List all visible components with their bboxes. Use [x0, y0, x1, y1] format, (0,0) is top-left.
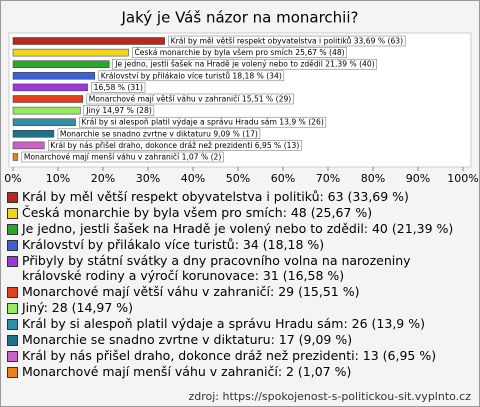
bar-label: Je jedno, jestli šašek na Hradě je volen… [114, 60, 374, 69]
bar-label-group: Je jedno, jestli šašek na Hradě je volen… [112, 58, 377, 70]
bar-label-bg [112, 58, 377, 70]
bar-label-bg [86, 93, 294, 105]
legend-item: Přibyly by státní svátky a dny pracovníh… [7, 253, 473, 283]
bar [12, 141, 45, 150]
x-tick-label: 100% [447, 172, 478, 185]
bar-label-bg [168, 35, 406, 47]
x-tick-label: 10% [46, 172, 70, 185]
bar [12, 60, 110, 68]
legend-swatch [7, 351, 18, 362]
x-tick-label: 20% [91, 172, 115, 185]
legend-swatch [7, 367, 18, 378]
legend-item: Je jedno, jestli šašek na Hradě je volen… [7, 221, 473, 236]
legend-item: Jiný: 28 (14,97 %) [7, 300, 473, 315]
legend-swatch [7, 335, 18, 346]
legend-label: Král by nás přišel draho, dokonce dráž n… [22, 348, 437, 363]
bar [12, 130, 55, 138]
bar-label-group: Česká monarchie by byla všem pro smích 2… [132, 47, 347, 58]
bar-label: 16,58 % (31) [94, 83, 143, 92]
bar [12, 48, 129, 57]
bar [12, 118, 76, 126]
bar-label: Jiný 14,97 % (28) [85, 106, 151, 115]
bar [12, 72, 96, 80]
legend-swatch [7, 256, 18, 267]
bar-label-group: Jiný 14,97 % (28) [83, 105, 155, 116]
x-tick-label: 50% [226, 172, 250, 185]
bar-label-group: Monarchové mají větší váhu v zahraničí 1… [86, 93, 294, 105]
bar-label-group: Král by si alespoň platil výdaje a správ… [79, 116, 327, 128]
legend-label: Je jedno, jestli šašek na Hradě je volen… [22, 221, 454, 236]
bar [12, 106, 81, 115]
legend-item: Král by si alespoň platil výdaje a správ… [7, 316, 473, 331]
x-tick-label: 40% [181, 172, 205, 185]
bar [12, 95, 84, 103]
x-tick-label: 80% [361, 172, 385, 185]
legend-swatch [7, 303, 18, 314]
bar-label-bg [79, 116, 327, 128]
legend-label: Král by si alespoň platil výdaje a správ… [22, 316, 425, 331]
bar-label-group: Monarchové mají menší váhu v zahraničí 1… [21, 151, 224, 163]
bar-label-bg [132, 47, 347, 58]
legend-item: Monarchové mají menší váhu v zahraničí: … [7, 364, 473, 379]
legend-label: Král by měl větší respekt obyvatelstva i… [22, 189, 409, 204]
bar-label-bg [91, 82, 146, 93]
legend-label: Monarchové mají menší váhu v zahraničí: … [22, 364, 352, 379]
legend-label: Jiný: 28 (14,97 %) [22, 300, 134, 315]
x-tick-label: 30% [136, 172, 160, 185]
x-tick-label: 0% [4, 172, 21, 185]
x-tick-label: 70% [316, 172, 340, 185]
bar-label-group: Království by přilákalo více turistů 18,… [98, 70, 285, 82]
legend-item: Království by přilákalo více turistů: 34… [7, 237, 473, 252]
legend-label: Monarchové mají větší váhu v zahraničí: … [22, 284, 360, 299]
bar-label-group: Král by měl větší respekt obyvatelstva i… [168, 35, 406, 47]
legend-item: Česká monarchie by byla všem pro smích: … [7, 205, 473, 220]
chart: Jaký je Váš názor na monarchii? 0% 10% 20%… [4, 9, 478, 186]
legend-swatch [7, 224, 18, 235]
bar [12, 83, 88, 92]
x-tick-label: 60% [271, 172, 295, 185]
legend-swatch [7, 208, 18, 219]
bar-label-bg [48, 140, 302, 151]
legend-swatch [7, 192, 18, 203]
bar-label: Král by si alespoň platil výdaje a správ… [82, 118, 324, 127]
bar-label: Král by nás přišel draho, dokonce dráž n… [50, 141, 299, 150]
bar-label: Monarchie se snadno zvrtne v diktaturu 9… [60, 129, 258, 138]
bar-label: Česká monarchie by byla všem pro smích 2… [135, 48, 345, 57]
legend-label: Monarchie se snadno zvrtne v diktaturu: … [22, 332, 353, 347]
legend-item: Monarchie se snadno zvrtne v diktaturu: … [7, 332, 473, 347]
bar-label: Monarchové mají větší váhu v zahraničí 1… [89, 95, 291, 104]
bar-label: Král by měl větší respekt obyvatelstva i… [171, 37, 404, 46]
bar-label: Monarchové mají menší váhu v zahraničí 1… [24, 153, 222, 162]
bar [12, 37, 165, 45]
legend-label: Přibyly by státní svátky a dny pracovníh… [22, 253, 411, 283]
legend-item: Král by měl větší respekt obyvatelstva i… [7, 189, 473, 204]
bar [12, 153, 19, 161]
bar-label-group: Monarchie se snadno zvrtne v diktaturu 9… [57, 128, 261, 140]
bar-label-bg [98, 70, 285, 82]
legend: Král by měl větší respekt obyvatelstva i… [7, 189, 473, 380]
legend-swatch [7, 319, 18, 330]
legend-label: Česká monarchie by byla všem pro smích: … [22, 205, 373, 220]
bar-label-bg [83, 105, 155, 116]
bar-label-bg [21, 151, 224, 163]
legend-swatch [7, 287, 18, 298]
source: zdroj: https://spokojenost-s-politickou-… [188, 390, 471, 403]
legend-item: Monarchové mají větší váhu v zahraničí: … [7, 284, 473, 299]
chart-title: Jaký je Váš názor na monarchii? [121, 9, 359, 27]
legend-item: Král by nás přišel draho, dokonce dráž n… [7, 348, 473, 363]
bar-label: Království by přilákalo více turistů 18,… [101, 71, 282, 80]
legend-swatch [7, 240, 18, 251]
legend-label: Království by přilákalo více turistů: 34… [22, 237, 325, 252]
x-tick-label: 90% [406, 172, 430, 185]
bar-label-bg [57, 128, 261, 140]
bar-label-group: 16,58 % (31) [91, 82, 146, 93]
bar-label-group: Král by nás přišel draho, dokonce dráž n… [48, 140, 302, 151]
